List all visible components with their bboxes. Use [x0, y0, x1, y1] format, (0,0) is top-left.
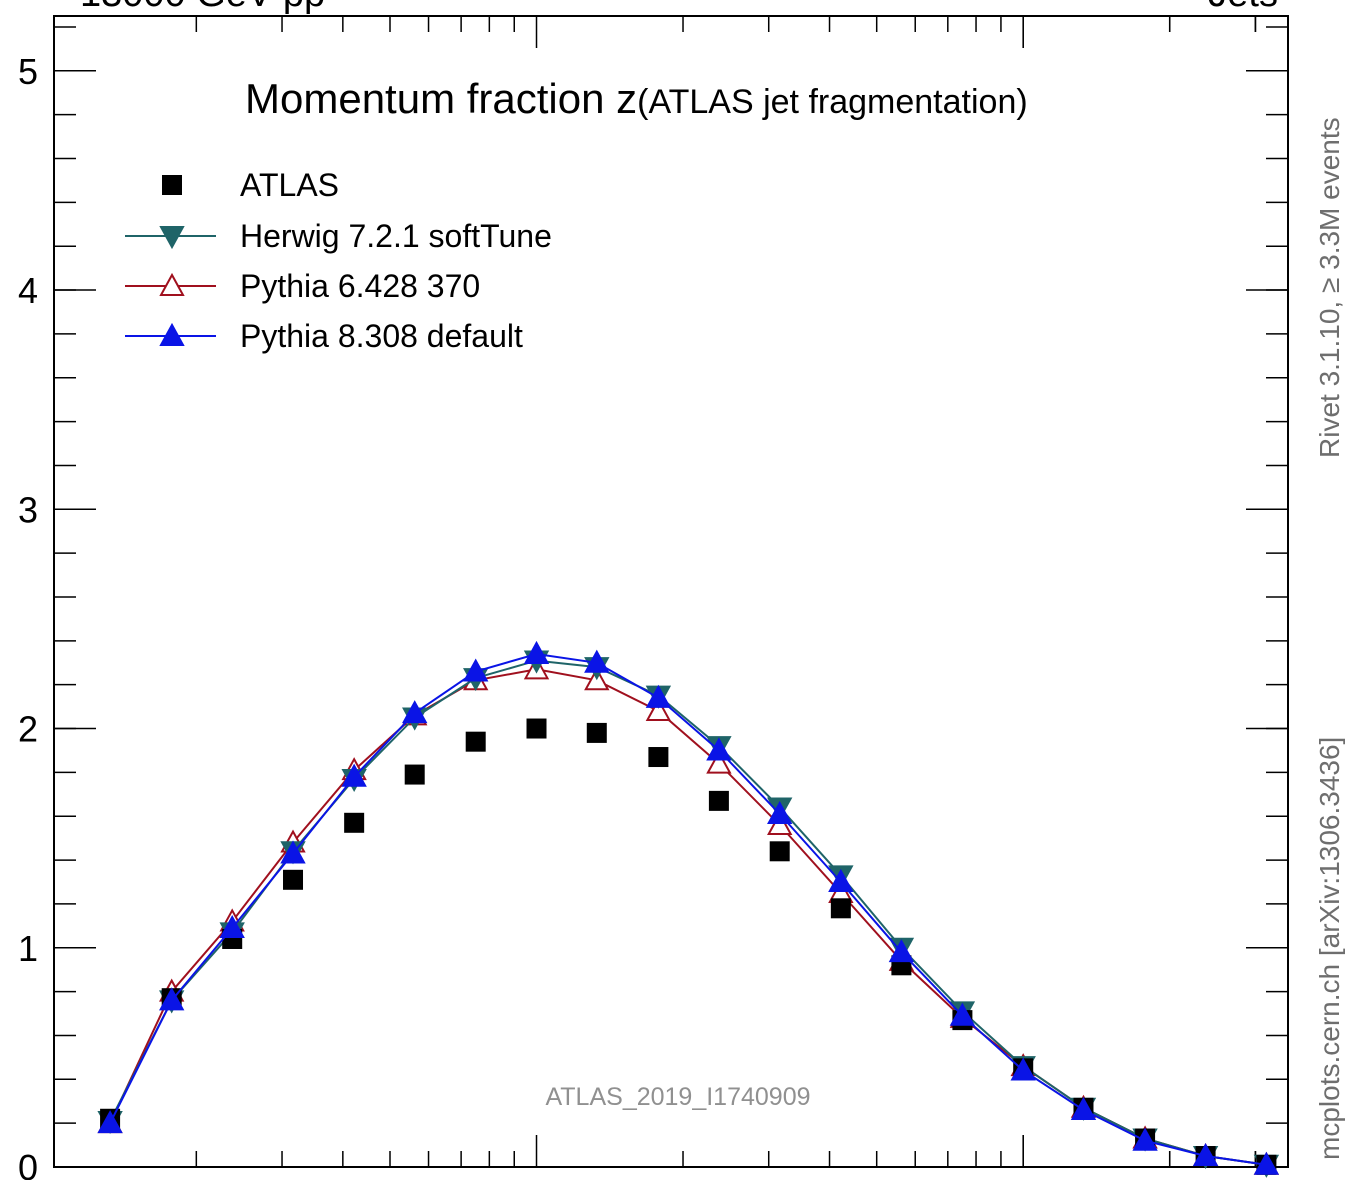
- data-series: [97, 640, 1280, 1178]
- legend-marker: [159, 226, 185, 250]
- mcplots-label: mcplots.cern.ch [arXiv:1306.3436]: [1314, 737, 1345, 1160]
- legend-label: Herwig 7.2.1 softTune: [240, 218, 552, 254]
- data-point: [706, 750, 732, 774]
- header-left-text: 13000 GeV pp: [80, 0, 325, 15]
- header-right-text: Jets: [1208, 0, 1278, 15]
- data-point: [769, 841, 790, 862]
- chart-title: Momentum fraction z(ATLAS jet fragmentat…: [245, 75, 1028, 122]
- legend: ATLAS Herwig 7.2.1 softTune Pythia 6.428 3…: [125, 167, 552, 354]
- rivet-label: Rivet 3.1.10, ≥ 3.3M events: [1314, 117, 1345, 458]
- data-point: [402, 700, 428, 724]
- legend-item: Pythia 8.308 default: [125, 318, 523, 354]
- data-point: [159, 987, 185, 1011]
- data-point: [344, 812, 365, 833]
- data-point: [404, 764, 425, 785]
- data-point: [1070, 1096, 1097, 1120]
- axis-ticks: 0 1 2 3 4 5: [18, 16, 1288, 1180]
- data-point: [645, 697, 672, 721]
- data-point: [888, 939, 915, 963]
- header: 13000 GeV pp Jets: [80, 0, 1278, 15]
- data-point: [648, 747, 669, 768]
- y-tick-label: 1: [18, 928, 38, 969]
- legend-label: Pythia 6.428 370: [240, 268, 480, 304]
- y-tick-label: 3: [18, 489, 38, 530]
- legend-item: ATLAS: [162, 167, 339, 203]
- data-point: [465, 731, 486, 752]
- data-point: [828, 868, 854, 892]
- data-point: [1132, 1127, 1158, 1151]
- chart-title-main: Momentum fraction z: [245, 75, 637, 122]
- data-point: [97, 1110, 123, 1134]
- y-tick-label: 4: [18, 270, 38, 311]
- legend-label: ATLAS: [240, 167, 339, 203]
- data-point: [1010, 1057, 1036, 1081]
- legend-label: Pythia 8.308 default: [240, 318, 523, 354]
- data-point: [706, 737, 732, 761]
- data-point: [526, 718, 547, 739]
- data-point: [341, 763, 367, 787]
- y-tick-label: 2: [18, 709, 38, 750]
- watermark: ATLAS_2019_I1740909: [545, 1083, 810, 1111]
- data-point: [1253, 1151, 1280, 1175]
- legend-marker: [162, 175, 182, 195]
- series-3: [97, 640, 1280, 1175]
- data-point: [523, 640, 550, 664]
- legend-marker: [159, 322, 185, 346]
- data-point: [584, 649, 610, 673]
- chart-title-suffix: (ATLAS jet fragmentation): [637, 83, 1028, 121]
- data-point: [767, 800, 793, 825]
- data-point: [219, 914, 245, 939]
- data-point: [949, 1002, 976, 1026]
- plot-frame-border: [53, 15, 1289, 1168]
- series-line: [109, 652, 1267, 1166]
- data-point: [283, 869, 304, 890]
- data-point: [586, 722, 607, 743]
- legend-marker: [159, 272, 185, 296]
- y-tick-label: 0: [18, 1147, 38, 1180]
- data-point: [708, 790, 729, 811]
- data-point: [280, 840, 306, 864]
- data-point: [463, 658, 489, 682]
- data-point: [645, 684, 672, 708]
- data-point: [830, 898, 851, 919]
- plot-frame: [53, 15, 1289, 1168]
- legend-item: Herwig 7.2.1 softTune: [125, 218, 552, 254]
- data-point: [1192, 1142, 1219, 1167]
- y-tick-label: 5: [18, 51, 38, 92]
- legend-item: Pythia 6.428 370: [125, 268, 480, 304]
